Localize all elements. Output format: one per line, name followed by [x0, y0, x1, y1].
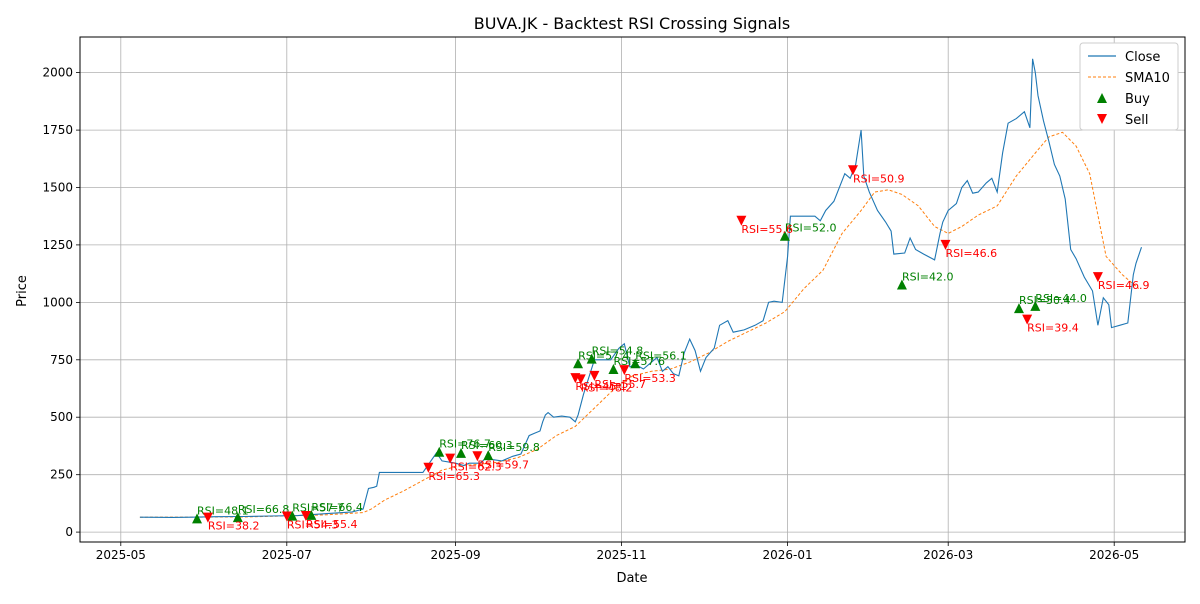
sell-signal-label: RSI=45.1: [575, 380, 627, 393]
x-tick-label: 2025-05: [96, 548, 146, 562]
x-tick-label: 2026-03: [923, 548, 973, 562]
sell-signal-marker: [281, 511, 292, 522]
legend-item-sma: SMA10: [1088, 71, 1170, 86]
buy-signal-marker: [630, 358, 641, 369]
legend-label-sell: Sell: [1125, 113, 1148, 128]
legend-label-buy: Buy: [1125, 92, 1150, 107]
buy-signal-label: RSI=42.0: [902, 270, 954, 283]
buy-signal-marker: [306, 509, 317, 520]
y-axis-ticks: 0 250 500 750 1000 1250 1500 1750 2000: [42, 66, 80, 539]
buy-signal-label: RSI=76.7: [439, 438, 491, 451]
y-tick-label: 500: [50, 410, 73, 424]
y-axis-label: Price: [15, 275, 30, 307]
buy-signal-label: RSI=54.8: [592, 345, 644, 358]
legend-label-sma: SMA10: [1125, 71, 1170, 86]
y-tick-label: 2000: [42, 66, 73, 80]
sell-signal-label: RSI=46.9: [1098, 279, 1150, 292]
series-layer: [139, 58, 1143, 518]
buy-signal-marker: [456, 447, 467, 458]
legend-item-close: Close: [1088, 50, 1160, 65]
buy-signal-marker: [608, 363, 619, 374]
legend-item-sell: Sell: [1097, 113, 1148, 128]
x-tick-label: 2025-09: [431, 548, 481, 562]
y-tick-label: 750: [50, 353, 73, 367]
x-axis-ticks: 2025-05 2025-07 2025-09 2025-11 2026-01 2026-…: [96, 542, 1139, 562]
legend-sell-marker: [1097, 114, 1107, 124]
buy-signal-label: RSI=52.0: [785, 222, 837, 235]
sell-signal-label: RSI=46.6: [945, 247, 997, 260]
sell-signal-label: RSI=59.7: [477, 458, 529, 471]
buy-signal-label: RSI=56.1: [635, 349, 687, 362]
sell-signal-marker: [300, 511, 311, 522]
legend: Close SMA10 Buy Sell: [1079, 42, 1179, 131]
sell-signal-label: RSI=55.7: [594, 378, 646, 391]
legend-box: [1079, 42, 1179, 131]
buy-signal-marker: [483, 450, 494, 461]
x-axis-label: Date: [616, 571, 647, 586]
sell-signal-marker: [472, 451, 483, 462]
y-tick-label: 250: [50, 468, 73, 482]
sma10-line: [139, 131, 1140, 518]
sell-signal-label: RSI=50.9: [853, 172, 905, 185]
y-tick-label: 1500: [42, 181, 73, 195]
sell-signal-marker: [575, 374, 586, 385]
sell-signal-marker: [202, 512, 213, 523]
chart-title: BUVA.JK - Backtest RSI Crossing Signals: [474, 14, 790, 33]
sell-signal-label: RSI=39.4: [1027, 322, 1079, 335]
plot-frame: [79, 36, 1186, 543]
buy-signal-marker: [573, 358, 584, 369]
x-tick-label: 2025-11: [597, 548, 647, 562]
legend-buy-marker: [1097, 93, 1107, 103]
sell-signal-label: RSI=62.3: [450, 461, 502, 474]
buy-signal-marker: [779, 230, 790, 241]
sell-signal-label: RSI=48.2: [581, 381, 633, 394]
y-tick-label: 1000: [42, 295, 73, 309]
sell-signal-label: RSI=55.4: [306, 518, 358, 531]
sell-signal-marker: [423, 462, 434, 473]
x-tick-label: 2026-01: [763, 548, 813, 562]
y-tick-label: 0: [65, 525, 73, 539]
buy-signal-marker: [232, 512, 243, 523]
close-price-line: [139, 58, 1143, 518]
buy-signal-marker: [1013, 303, 1024, 314]
buy-signal-label: RSI=66.4: [311, 501, 363, 514]
sell-signal-marker: [847, 165, 858, 176]
buy-signal-marker: [896, 279, 907, 290]
buy-signal-label: RSI=59.8: [488, 441, 540, 454]
y-tick-label: 1250: [42, 238, 73, 252]
buy-signal-label: RSI=57.6: [613, 355, 665, 368]
sell-signal-label: RSI=55.6: [741, 223, 793, 236]
buy-signal-marker: [1030, 300, 1041, 311]
sell-signal-marker: [619, 365, 630, 376]
sell-signal-marker: [940, 239, 951, 250]
grid: [80, 37, 1185, 542]
sell-signal-label: RSI=54.3: [287, 518, 339, 531]
x-tick-label: 2026-05: [1089, 548, 1139, 562]
buy-signal-marker: [434, 446, 445, 457]
legend-item-buy: Buy: [1097, 92, 1150, 107]
sell-signal-label: RSI=38.2: [208, 520, 260, 533]
sell-signal-label: RSI=65.3: [428, 470, 480, 483]
buy-signal-label: RSI=60.3: [461, 439, 513, 452]
buy-signal-marker: [192, 513, 203, 524]
buy-signal-label: RSI=50.4: [1019, 294, 1071, 307]
sell-signal-marker: [736, 215, 747, 226]
buy-signal-label: RSI=66.8: [238, 503, 290, 516]
buy-signal-marker: [586, 353, 597, 364]
sell-signal-marker: [1022, 314, 1033, 325]
sell-signal-marker: [445, 453, 456, 464]
buy-signal-label: RSI=44.0: [1035, 292, 1087, 305]
sell-signal-marker: [589, 370, 600, 381]
legend-label-close: Close: [1125, 50, 1160, 65]
sell-signal-marker: [1092, 272, 1103, 283]
buy-signal-marker: [287, 510, 298, 521]
y-tick-label: 1750: [42, 123, 73, 137]
x-tick-label: 2025-07: [262, 548, 312, 562]
sell-signal-label: RSI=53.3: [624, 372, 676, 385]
